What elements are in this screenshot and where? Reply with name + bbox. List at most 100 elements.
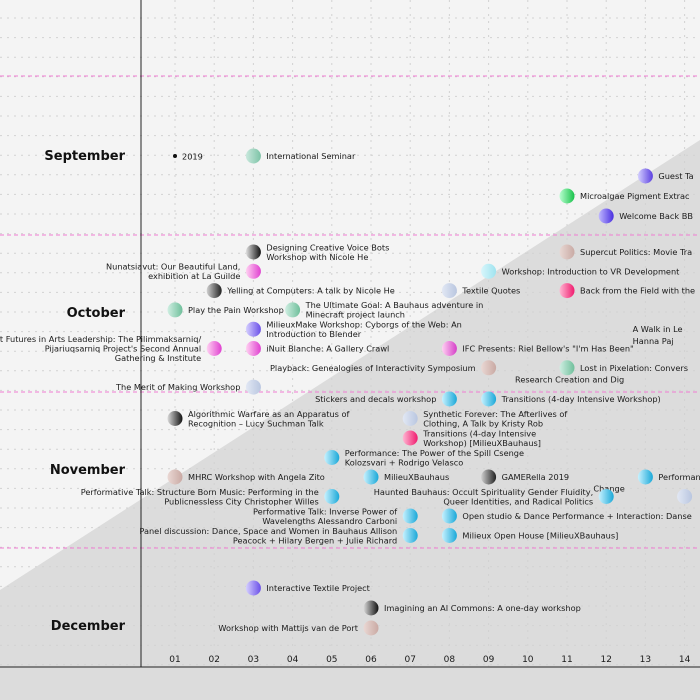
event-marker[interactable]: Synthetic Forever: The Afterlives of Clot… — [402, 409, 569, 429]
event-marker[interactable]: Supercut Politics: Movie Tra — [559, 244, 693, 260]
event-marker[interactable]: GAMERella 2019 — [481, 469, 569, 485]
event-dot[interactable] — [167, 302, 183, 318]
event-marker[interactable]: MHRC Workshop with Angela Zito — [167, 469, 325, 485]
event-dot[interactable] — [206, 341, 222, 356]
event-label: Play the Pain Workshop — [188, 305, 284, 315]
event-marker[interactable]: Transitions (4-day Intensive Workshop) [M… — [402, 428, 541, 448]
event-dot[interactable] — [363, 620, 379, 636]
event-label: Imagining an AI Commons: A one-day works… — [384, 603, 581, 613]
x-tick-label: 04 — [287, 655, 299, 665]
event-marker[interactable]: Research Creation and Dig — [515, 374, 624, 384]
event-dot[interactable] — [285, 302, 301, 318]
event-dot[interactable] — [637, 168, 653, 184]
event-marker[interactable]: Interactive Textile Project — [245, 580, 371, 596]
event-marker[interactable]: Welcome Back BB — [598, 208, 694, 224]
event-marker[interactable]: MilieuXBauhaus — [363, 469, 450, 485]
event-marker[interactable]: Hanna Paj — [633, 336, 674, 346]
event-label: Haunted Bauhaus: Occult Spirituality Gen… — [374, 487, 593, 507]
event-marker[interactable]: Stickers and decals workshop — [315, 391, 457, 407]
event-dot[interactable] — [598, 208, 614, 224]
event-marker[interactable]: Performative Talk: Structure Born Music:… — [81, 487, 340, 507]
event-dot[interactable] — [402, 528, 418, 543]
event-dot[interactable] — [402, 430, 418, 446]
event-dot[interactable] — [559, 244, 575, 260]
event-marker[interactable]: Play the Pain Workshop — [167, 302, 284, 318]
event-dot[interactable] — [245, 321, 261, 337]
event-marker[interactable]: Nunatsiavut: Our Beautiful Land, exhibiti… — [106, 262, 261, 282]
event-label: Designing Creative Voice Bots Workshop wi… — [266, 242, 389, 262]
event-dot[interactable] — [637, 469, 653, 485]
event-dot[interactable] — [324, 450, 340, 465]
event-marker[interactable]: Performan — [637, 469, 700, 485]
event-marker[interactable]: Haunted Bauhaus: Occult Spirituality Gen… — [374, 487, 614, 507]
event-label: Playback: Genealogies of Interactivity S… — [270, 363, 476, 373]
event-dot[interactable] — [402, 508, 418, 524]
event-dot[interactable] — [167, 469, 183, 485]
event-marker[interactable]: iNuit Blanche: A Gallery Crawl — [245, 341, 389, 356]
event-label: Open studio & Dance Performance + Intera… — [462, 511, 691, 521]
event-dot[interactable] — [481, 360, 497, 376]
event-dot[interactable] — [245, 263, 261, 279]
event-marker[interactable]: Performance: The Power of the Spill Csen… — [324, 448, 524, 468]
event-dot[interactable] — [363, 469, 379, 485]
event-dot[interactable] — [441, 508, 457, 524]
event-dot[interactable] — [245, 379, 261, 395]
event-dot[interactable] — [559, 188, 575, 204]
event-marker[interactable]: MilieuxMake Workshop: Cyborgs of the Web… — [245, 319, 462, 339]
event-dot[interactable] — [598, 489, 614, 504]
event-dot[interactable] — [559, 283, 575, 299]
event-marker[interactable]: The Ultimate Goal: A Bauhaus adventure i… — [285, 300, 483, 320]
event-marker[interactable]: IFC Presents: Riel Bellow's "I'm Has Bee… — [441, 341, 634, 356]
event-marker[interactable] — [677, 489, 693, 504]
event-marker[interactable]: Transitions (4-day Intensive Workshop) — [481, 391, 661, 407]
event-marker[interactable]: Change — [593, 484, 624, 494]
event-label: Interactive Textile Project — [266, 583, 370, 593]
event-marker[interactable]: Open studio & Dance Performance + Intera… — [441, 508, 692, 524]
event-marker[interactable]: International Seminar — [245, 148, 356, 164]
event-dot[interactable] — [481, 469, 497, 485]
event-dot[interactable] — [441, 341, 457, 356]
event-marker[interactable]: Workshop: Introduction to VR Development — [481, 263, 680, 279]
event-marker[interactable]: Lost in Pixelation: Convers — [559, 360, 689, 376]
event-dot[interactable] — [441, 391, 457, 407]
event-label: Nunatsiavut: Our Beautiful Land, exhibiti… — [106, 262, 240, 282]
event-dot[interactable] — [245, 341, 261, 356]
event-dot[interactable] — [481, 263, 497, 279]
event-marker[interactable]: Playback: Genealogies of Interactivity S… — [270, 360, 497, 376]
event-marker[interactable]: Performative Talk: Inverse Power of Wavel… — [253, 506, 418, 526]
event-label: Back from the Field with the — [580, 286, 695, 296]
event-dot[interactable] — [441, 528, 457, 543]
event-marker[interactable]: A Walk in Le — [633, 324, 683, 334]
year-marker-dot — [173, 154, 177, 158]
event-marker[interactable]: Back from the Field with the — [559, 283, 696, 299]
event-dot[interactable] — [206, 283, 222, 299]
event-dot[interactable] — [324, 489, 340, 504]
event-dot[interactable] — [245, 148, 261, 164]
event-marker[interactable]: Panel discussion: Dance, Space and Women… — [139, 526, 418, 546]
background-wedge — [0, 140, 700, 700]
event-marker[interactable]: Guest Ta — [637, 168, 694, 184]
event-label: A Walk in Le — [633, 324, 683, 334]
event-marker[interactable]: Microalgae Pigment Extrac — [559, 188, 690, 204]
event-marker[interactable]: Workshop with Mattijs van de Port — [218, 620, 379, 636]
x-tick-label: 05 — [326, 655, 337, 665]
event-dot[interactable] — [402, 411, 418, 426]
event-dot[interactable] — [167, 411, 183, 426]
event-label: Performan — [658, 472, 700, 482]
event-marker[interactable]: Designing Creative Voice Bots Workshop wi… — [245, 242, 389, 262]
event-dot[interactable] — [245, 244, 261, 260]
event-dot[interactable] — [441, 283, 457, 299]
event-marker[interactable]: Inuit Futures in Arts Leadership: The Pi… — [0, 334, 222, 363]
event-dot[interactable] — [481, 391, 497, 407]
event-marker[interactable]: Algorithmic Warfare as an Apparatus of Re… — [167, 409, 351, 429]
event-marker[interactable]: The Merit of Making Workshop — [115, 379, 261, 395]
event-marker[interactable]: Yelling at Computers: A talk by Nicole H… — [206, 283, 395, 299]
event-marker[interactable]: Imagining an AI Commons: A one-day works… — [363, 600, 581, 616]
event-dot[interactable] — [363, 600, 379, 616]
event-dot[interactable] — [559, 360, 575, 376]
event-marker[interactable]: Textile Quotes — [441, 283, 520, 299]
event-marker[interactable]: Milieux Open House [MilieuXBauhaus] — [441, 528, 618, 543]
event-dot[interactable] — [677, 489, 693, 504]
event-dot[interactable] — [245, 580, 261, 596]
